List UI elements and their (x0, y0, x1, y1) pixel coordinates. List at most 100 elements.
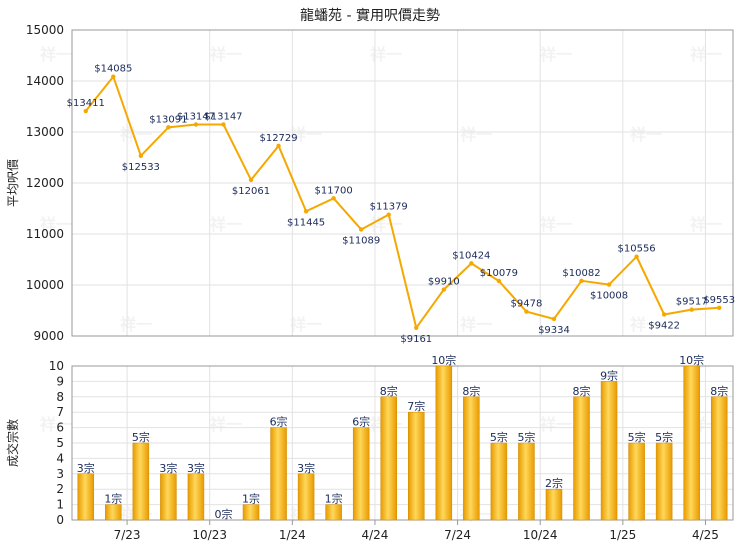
watermark-text: 祥一 (460, 125, 492, 144)
price-point (689, 307, 694, 312)
line-y-tick-label: 9000 (33, 329, 64, 343)
price-point-label: $10008 (590, 291, 628, 302)
watermark-text: 祥一 (690, 45, 722, 64)
price-point (276, 143, 281, 149)
volume-bar (352, 427, 370, 521)
price-point-label: $10079 (480, 268, 518, 279)
price-point (441, 287, 447, 292)
volume-bar-label: 3宗 (297, 461, 315, 475)
price-point-label: $13147 (177, 112, 215, 123)
price-point (386, 212, 391, 217)
watermark-text: 祥一 (290, 125, 322, 144)
volume-bar-label: 6宗 (270, 415, 288, 429)
line-series: $13411$14085$12533$13091$13147$13147$120… (67, 64, 735, 345)
price-point-label: $9910 (428, 277, 460, 288)
price-point-label: $11700 (315, 185, 353, 196)
volume-bar (518, 442, 535, 521)
volume-bar-label: 1宗 (104, 492, 122, 506)
volume-bar-label: 7宗 (407, 399, 425, 413)
price-point-label: $10082 (562, 268, 600, 279)
watermark-text: 祥一 (290, 315, 322, 334)
volume-bar-label: 5宗 (132, 430, 150, 444)
volume-bar (105, 504, 122, 521)
price-point (606, 282, 612, 287)
volume-bar-label: 0宗 (214, 507, 232, 521)
volume-bar (77, 473, 95, 521)
volume-bar-label: 3宗 (77, 461, 95, 475)
price-line (84, 74, 720, 331)
price-point (248, 177, 254, 183)
watermark-text: 祥一 (210, 45, 242, 64)
price-point (634, 254, 639, 259)
watermark-text: 祥一 (460, 315, 492, 334)
volume-bar-label: 5宗 (655, 430, 673, 444)
volume-bar (655, 442, 673, 521)
bar-y-tick-label: 0 (56, 513, 64, 527)
watermark-text: 祥一 (40, 215, 72, 234)
price-point-label: $14085 (94, 64, 132, 75)
price-point-label: $11445 (287, 217, 325, 228)
watermark-text: 祥一 (120, 125, 152, 144)
volume-bar (683, 365, 700, 521)
volume-bar-label: 8宗 (710, 384, 728, 398)
watermark-text: 祥一 (690, 215, 722, 234)
volume-bar-label: 8宗 (380, 384, 398, 398)
x-tick-label: 10/23 (192, 528, 227, 542)
price-point (138, 153, 144, 159)
price-point (414, 325, 419, 330)
price-point (358, 227, 364, 232)
x-tick-label: 4/25 (692, 528, 719, 542)
volume-bar (573, 396, 590, 521)
volume-bar (270, 427, 287, 521)
price-point (496, 278, 502, 284)
price-point (469, 261, 474, 266)
price-point-label: $11379 (370, 202, 408, 213)
volume-bar (628, 442, 645, 521)
volume-bar (490, 442, 508, 521)
watermark-text: 祥一 (540, 215, 572, 234)
price-point-label: $12533 (122, 162, 160, 173)
volume-bar (408, 411, 425, 521)
volume-bar-label: 3宗 (159, 461, 177, 475)
bar-y-tick-label: 2 (56, 482, 64, 496)
volume-bar (380, 396, 397, 521)
price-point (524, 309, 529, 314)
volume-bar-label: 2宗 (545, 476, 563, 490)
watermark-text: 祥一 (210, 415, 242, 434)
price-point (551, 316, 557, 322)
price-point (303, 209, 309, 214)
price-point-label: $9478 (511, 299, 543, 310)
line-y-tick-label: 11000 (26, 227, 64, 241)
bar-y-tick-label: 5 (56, 436, 64, 450)
price-point-label: $13091 (149, 114, 187, 125)
bar-y-tick-label: 4 (56, 451, 64, 465)
bar-y-tick-label: 7 (56, 405, 64, 419)
bar-series: 3宗 1宗 5宗 3宗 3宗 0宗 1宗 6宗 3宗 1宗 6宗 8宗 7宗 10宗 8宗 5宗 5宗 2宗 8宗 9… (77, 353, 728, 521)
x-tick-label: 1/24 (279, 528, 306, 542)
volume-bar-label: 9宗 (600, 368, 618, 382)
watermark-text: 祥一 (120, 315, 152, 334)
price-point (331, 196, 336, 201)
price-point (83, 108, 88, 114)
volume-bar-label: 8宗 (573, 384, 591, 398)
bar-plot-frame (71, 365, 734, 521)
watermark-text: 祥一 (210, 215, 242, 234)
volume-bar (160, 473, 177, 521)
volume-bar (545, 488, 563, 521)
volume-bar (187, 473, 205, 521)
price-point (717, 305, 722, 310)
price-point-label: $9422 (648, 320, 680, 331)
watermark-text: 祥一 (40, 45, 72, 64)
line-y-axis-label: 平均呎價 (6, 159, 20, 207)
volume-bar-label: 5宗 (628, 430, 646, 444)
line-y-tick-label: 15000 (26, 23, 64, 37)
volume-bar (297, 473, 315, 521)
volume-bar-label: 5宗 (517, 430, 535, 444)
price-point-label: $12729 (259, 133, 297, 144)
volume-bar-label: 3宗 (187, 461, 205, 475)
chart-title: 龍蟠苑 - 實用呎價走勢 (300, 7, 440, 24)
watermark-text: 祥一 (630, 315, 662, 334)
line-y-tick-label: 10000 (26, 278, 64, 292)
x-tick-label: 4/24 (361, 528, 388, 542)
